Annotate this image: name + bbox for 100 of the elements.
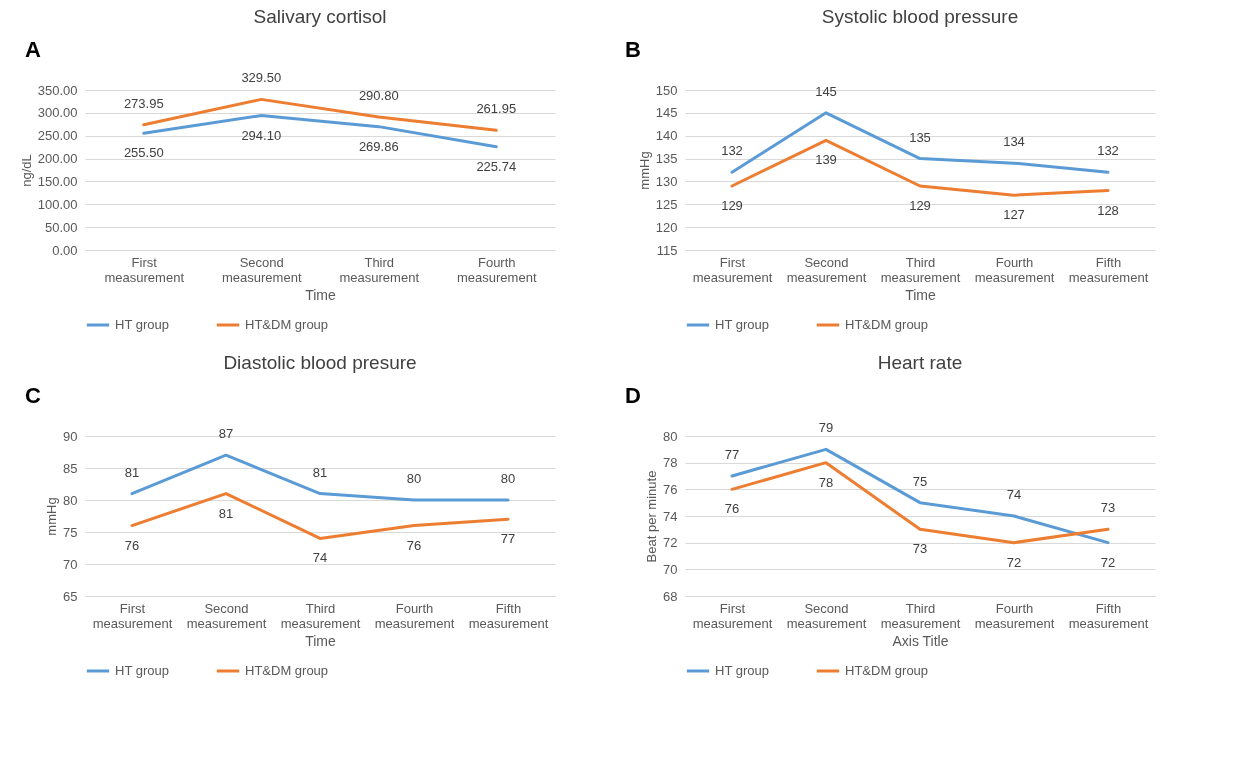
data-label: 290.80 bbox=[358, 88, 399, 104]
y-tick-label: 200.00 bbox=[37, 151, 78, 167]
y-axis-title: Beat per minute bbox=[644, 470, 660, 563]
y-tick-label: 90 bbox=[63, 428, 78, 444]
data-label: 79 bbox=[818, 420, 834, 436]
x-tick-label: Third measurement bbox=[339, 254, 420, 285]
y-tick-label: 300.00 bbox=[37, 105, 78, 121]
y-tick-label: 78 bbox=[663, 455, 678, 471]
y-tick-label: 80 bbox=[663, 428, 678, 444]
y-tick-label: 135 bbox=[655, 151, 678, 167]
text: B bbox=[625, 37, 641, 62]
x-tick-label: First measurement bbox=[692, 600, 773, 631]
y-tick-label: 150.00 bbox=[37, 173, 78, 189]
y-tick-label: 65 bbox=[63, 588, 78, 604]
x-tick-label: Fourth measurement bbox=[374, 600, 455, 631]
legend-label: HT&DM group bbox=[245, 663, 329, 678]
y-tick-label: 125 bbox=[655, 196, 678, 212]
legend-label: HT&DM group bbox=[245, 317, 329, 332]
y-tick-label: 72 bbox=[663, 535, 678, 551]
data-label: 80 bbox=[500, 471, 516, 486]
y-tick-label: 145 bbox=[655, 105, 678, 121]
y-axis-title: mmHg bbox=[636, 151, 652, 190]
x-tick-label: First measurement bbox=[92, 600, 173, 631]
y-tick-label: 350.00 bbox=[37, 82, 78, 98]
y-axis-title: ng/dL bbox=[18, 154, 34, 187]
x-axis-title: Time bbox=[905, 286, 937, 303]
y-axis-title: mmHg bbox=[44, 497, 60, 536]
data-label: 87 bbox=[218, 426, 234, 442]
legend-label: HT group bbox=[115, 317, 169, 332]
y-tick-label: 150 bbox=[655, 82, 678, 98]
legend-label: HT&DM group bbox=[845, 663, 929, 678]
chart-title: Diastolic blood presure bbox=[223, 352, 417, 373]
data-label: 74 bbox=[1006, 487, 1022, 502]
legend-label: HT group bbox=[715, 663, 769, 678]
x-axis-title: Axis Title bbox=[892, 632, 949, 649]
y-tick-label: 70 bbox=[663, 561, 678, 577]
x-tick-label: First measurement bbox=[104, 254, 185, 285]
y-tick-label: 0.00 bbox=[52, 242, 78, 258]
x-axis-title: Time bbox=[305, 632, 337, 649]
data-label: 329.50 bbox=[241, 70, 282, 86]
data-label: 77 bbox=[724, 447, 740, 462]
x-tick-label: Third measurement bbox=[880, 254, 961, 285]
legend-label: HT group bbox=[715, 317, 769, 332]
y-tick-label: 76 bbox=[663, 481, 678, 497]
data-label: 273.95 bbox=[123, 95, 164, 111]
x-tick-label: Fourth measurement bbox=[974, 600, 1055, 631]
text: C bbox=[25, 383, 41, 408]
x-tick-label: Second measurement bbox=[186, 600, 267, 631]
data-label: 128 bbox=[1097, 202, 1119, 218]
data-label: 73 bbox=[1100, 500, 1116, 516]
data-label: 132 bbox=[1097, 143, 1119, 159]
data-label: 76 bbox=[724, 501, 740, 517]
data-label: 81 bbox=[312, 464, 328, 480]
y-tick-label: 50.00 bbox=[44, 219, 78, 235]
x-tick-label: First measurement bbox=[692, 254, 773, 285]
x-tick-label: Second measurement bbox=[786, 600, 867, 631]
data-label: 132 bbox=[721, 143, 743, 159]
data-label: 129 bbox=[909, 198, 931, 213]
x-tick-label: Fifth measurement bbox=[1068, 600, 1149, 631]
x-tick-label: Third measurement bbox=[880, 600, 961, 631]
data-label: 76 bbox=[124, 537, 140, 553]
data-label: 225.74 bbox=[476, 158, 517, 174]
data-label: 72 bbox=[1100, 554, 1116, 570]
x-tick-label: Fifth measurement bbox=[1068, 254, 1149, 285]
x-tick-label: Fifth measurement bbox=[468, 600, 549, 631]
y-tick-label: 70 bbox=[63, 556, 78, 572]
y-tick-label: 75 bbox=[63, 524, 78, 540]
data-label: 269.86 bbox=[358, 138, 399, 154]
chart-title: Heart rate bbox=[877, 352, 963, 373]
data-label: 73 bbox=[912, 541, 928, 557]
text: D bbox=[625, 383, 641, 408]
legend-label: HT group bbox=[115, 663, 169, 678]
data-label: 81 bbox=[218, 505, 234, 521]
data-label: 129 bbox=[721, 198, 743, 213]
y-tick-label: 250.00 bbox=[37, 128, 78, 144]
data-label: 75 bbox=[912, 473, 928, 489]
data-label: 255.50 bbox=[123, 145, 164, 161]
data-label: 76 bbox=[406, 537, 422, 553]
x-tick-label: Second measurement bbox=[222, 254, 302, 285]
y-tick-label: 140 bbox=[655, 128, 678, 144]
y-tick-label: 100.00 bbox=[37, 196, 78, 212]
x-tick-label: Second measurement bbox=[786, 254, 867, 285]
line-series bbox=[142, 114, 498, 149]
x-tick-label: Third measurement bbox=[280, 600, 361, 631]
data-label: 145 bbox=[815, 83, 837, 99]
chart-title: Salivary cortisol bbox=[253, 6, 387, 27]
data-label: 72 bbox=[1006, 554, 1022, 570]
data-label: 261.95 bbox=[476, 101, 517, 117]
data-label: 77 bbox=[500, 531, 516, 547]
y-tick-label: 80 bbox=[63, 492, 78, 508]
text: A bbox=[25, 37, 41, 62]
y-tick-label: 85 bbox=[63, 460, 78, 476]
data-label: 134 bbox=[1003, 134, 1025, 150]
y-tick-label: 68 bbox=[663, 588, 678, 604]
data-label: 135 bbox=[909, 129, 931, 145]
x-axis-title: Time bbox=[305, 286, 337, 303]
legend-label: HT&DM group bbox=[845, 317, 929, 332]
data-label: 80 bbox=[406, 471, 422, 486]
x-tick-label: Fourth measurement bbox=[974, 254, 1055, 285]
data-label: 81 bbox=[124, 464, 140, 480]
